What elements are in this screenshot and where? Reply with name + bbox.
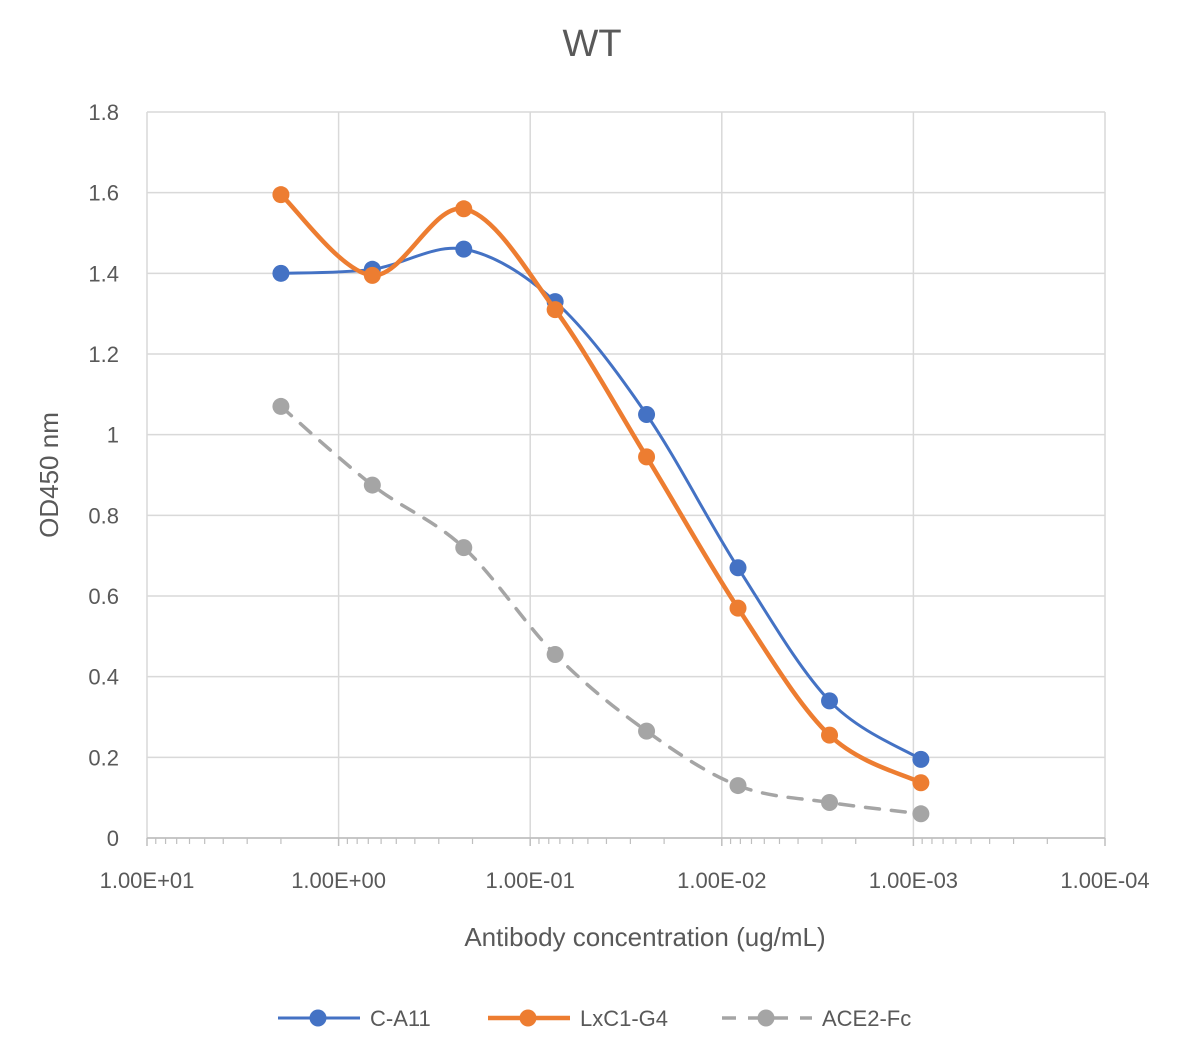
y-tick-label: 1.4 (88, 261, 119, 286)
data-point-lxc1-g4 (729, 599, 747, 617)
y-tick-label: 1 (107, 423, 119, 448)
chart-title: WT (562, 23, 621, 65)
data-point-ace2-fc (912, 805, 930, 823)
y-tick-label: 0.4 (88, 665, 119, 690)
legend-marker-c-a11 (309, 1009, 327, 1027)
legend-label-lxc1-g4: LxC1-G4 (580, 1006, 668, 1031)
data-point-lxc1-g4 (272, 186, 290, 204)
data-point-c-a11 (272, 264, 290, 282)
y-axis-title: OD450 nm (34, 412, 64, 538)
y-tick-label: 0.2 (88, 745, 119, 770)
data-point-ace2-fc (363, 476, 381, 494)
x-tick-label: 1.00E-02 (677, 868, 766, 893)
data-point-ace2-fc (546, 645, 564, 663)
series-c-a11 (272, 240, 930, 768)
data-point-lxc1-g4 (821, 726, 839, 744)
data-point-lxc1-g4 (455, 200, 473, 218)
axes: 0 0.2 0.4 0.6 0.8 1 1.2 1.4 1.6 1.8 1.00E+01 1.00E+… (88, 100, 1149, 893)
data-point-ace2-fc (729, 777, 747, 795)
y-tick-label: 0.8 (88, 503, 119, 528)
legend-item-ace2-fc: ACE2-Fc (722, 1006, 911, 1031)
data-point-c-a11 (729, 559, 747, 577)
series-line-ace2-fc (279, 404, 923, 816)
y-tick-label: 1.6 (88, 181, 119, 206)
legend: C-A11 LxC1-G4 ACE2-Fc (278, 1006, 911, 1031)
x-tick-label: 1.00E-03 (869, 868, 958, 893)
data-point-lxc1-g4 (363, 266, 381, 284)
legend-marker-lxc1-g4 (519, 1009, 537, 1027)
series-ace2-fc (272, 397, 930, 823)
data-point-ace2-fc (638, 722, 656, 740)
data-point-ace2-fc (272, 397, 290, 415)
x-tick-label: 1.00E-01 (486, 868, 575, 893)
data-point-c-a11 (455, 240, 473, 258)
x-tick-label: 1.00E+01 (100, 868, 195, 893)
data-point-ace2-fc (821, 794, 839, 812)
data-point-c-a11 (821, 692, 839, 710)
y-tick-label: 1.8 (88, 100, 119, 125)
data-point-ace2-fc (455, 539, 473, 557)
y-tick-label: 0.6 (88, 584, 119, 609)
x-tick-label: 1.00E+00 (291, 868, 386, 893)
series-line-c-a11 (279, 246, 923, 761)
legend-label-c-a11: C-A11 (370, 1006, 431, 1031)
data-point-lxc1-g4 (912, 774, 930, 792)
data-point-lxc1-g4 (546, 301, 564, 319)
legend-label-ace2-fc: ACE2-Fc (822, 1006, 911, 1031)
data-point-c-a11 (912, 750, 930, 768)
gridlines (146, 111, 1106, 838)
legend-item-c-a11: C-A11 (278, 1006, 431, 1031)
x-tick-label: 1.00E-04 (1060, 868, 1149, 893)
y-tick-label: 0 (107, 826, 119, 851)
x-axis-title: Antibody concentration (ug/mL) (464, 922, 825, 952)
series-lxc1-g4 (272, 186, 930, 792)
series-line-lxc1-g4 (278, 192, 924, 785)
data-point-c-a11 (638, 406, 656, 423)
legend-item-lxc1-g4: LxC1-G4 (488, 1006, 668, 1031)
series (272, 186, 930, 823)
y-tick-label: 1.2 (88, 342, 119, 367)
legend-marker-ace2-fc (757, 1009, 775, 1027)
data-point-lxc1-g4 (638, 448, 656, 466)
